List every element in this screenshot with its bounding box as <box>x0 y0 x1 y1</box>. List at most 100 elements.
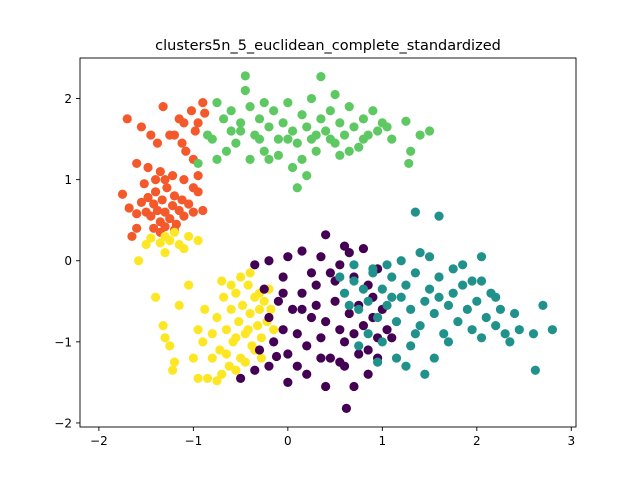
x-tick-label: −2 <box>90 434 108 448</box>
data-point <box>198 337 208 347</box>
data-point <box>283 252 293 262</box>
data-point <box>124 203 134 213</box>
data-point <box>292 329 302 339</box>
data-point <box>231 138 241 148</box>
data-point <box>287 126 298 136</box>
data-point <box>215 345 225 355</box>
data-point <box>476 252 487 262</box>
data-point <box>278 118 288 128</box>
data-point <box>162 183 172 193</box>
data-point <box>219 114 229 124</box>
data-point <box>495 304 506 315</box>
data-point <box>306 134 317 144</box>
data-point <box>391 316 402 327</box>
data-point <box>349 260 359 270</box>
x-tick-label: −1 <box>185 434 203 448</box>
data-point <box>150 187 161 197</box>
data-point <box>377 337 387 347</box>
data-point <box>311 300 321 310</box>
x-tick-label: 3 <box>567 434 575 448</box>
data-point <box>354 341 364 351</box>
data-point <box>231 333 241 343</box>
data-point <box>424 252 435 262</box>
data-point <box>349 122 359 132</box>
data-point <box>152 138 163 148</box>
data-point <box>292 183 302 193</box>
data-point <box>264 256 274 266</box>
data-point <box>297 304 307 315</box>
data-point <box>358 114 369 124</box>
data-point <box>530 365 540 375</box>
data-point <box>292 138 302 148</box>
data-point <box>344 300 354 310</box>
data-point <box>254 114 265 124</box>
data-point <box>382 300 392 310</box>
data-point <box>165 341 175 351</box>
data-point <box>236 272 246 282</box>
data-point <box>335 150 345 160</box>
data-point <box>391 353 402 363</box>
data-point <box>132 158 142 169</box>
data-point <box>448 288 458 298</box>
data-point <box>538 300 548 310</box>
data-point <box>245 308 255 319</box>
data-point <box>240 357 250 367</box>
scatter-points <box>117 71 557 413</box>
data-point <box>155 238 165 248</box>
data-point <box>344 102 354 112</box>
data-point <box>462 304 472 315</box>
data-point <box>146 211 156 221</box>
data-point <box>269 325 279 335</box>
data-point <box>415 248 425 258</box>
data-point <box>349 329 359 339</box>
data-point <box>254 345 265 355</box>
data-point <box>217 369 227 379</box>
data-point <box>219 292 229 302</box>
data-point <box>179 243 189 254</box>
data-point <box>221 325 232 335</box>
data-point <box>297 154 307 164</box>
data-point <box>139 179 149 189</box>
data-point <box>311 146 321 156</box>
data-point <box>476 276 487 286</box>
data-point <box>236 126 246 136</box>
data-point <box>528 329 539 339</box>
data-point <box>254 134 265 144</box>
data-point <box>339 130 350 140</box>
data-point <box>406 304 416 315</box>
data-point <box>287 162 298 173</box>
data-point <box>344 308 354 319</box>
data-point <box>160 222 170 232</box>
data-point <box>193 118 203 128</box>
data-point <box>500 329 510 339</box>
data-point <box>382 260 392 270</box>
y-tick-label: −1 <box>54 335 72 349</box>
data-point <box>278 325 288 335</box>
data-point <box>434 272 444 282</box>
data-point <box>349 276 359 286</box>
data-point <box>368 106 378 116</box>
data-point <box>212 312 222 323</box>
data-point <box>404 158 414 169</box>
data-point <box>193 158 203 169</box>
y-tick-label: −2 <box>54 416 72 430</box>
data-point <box>354 304 364 315</box>
data-point <box>382 122 392 132</box>
data-point <box>321 230 331 240</box>
data-point <box>292 361 302 371</box>
data-point <box>250 260 260 270</box>
data-point <box>325 134 335 144</box>
data-point <box>330 89 340 100</box>
data-point <box>226 304 236 315</box>
data-point <box>212 98 222 108</box>
data-point <box>302 122 312 132</box>
data-point <box>184 199 194 209</box>
data-point <box>158 321 168 331</box>
data-point <box>212 376 222 386</box>
data-point <box>344 146 354 156</box>
data-point <box>146 130 156 140</box>
data-point <box>373 312 383 323</box>
data-point <box>259 296 269 306</box>
data-point <box>259 146 269 156</box>
y-tick-label: 2 <box>64 92 72 106</box>
